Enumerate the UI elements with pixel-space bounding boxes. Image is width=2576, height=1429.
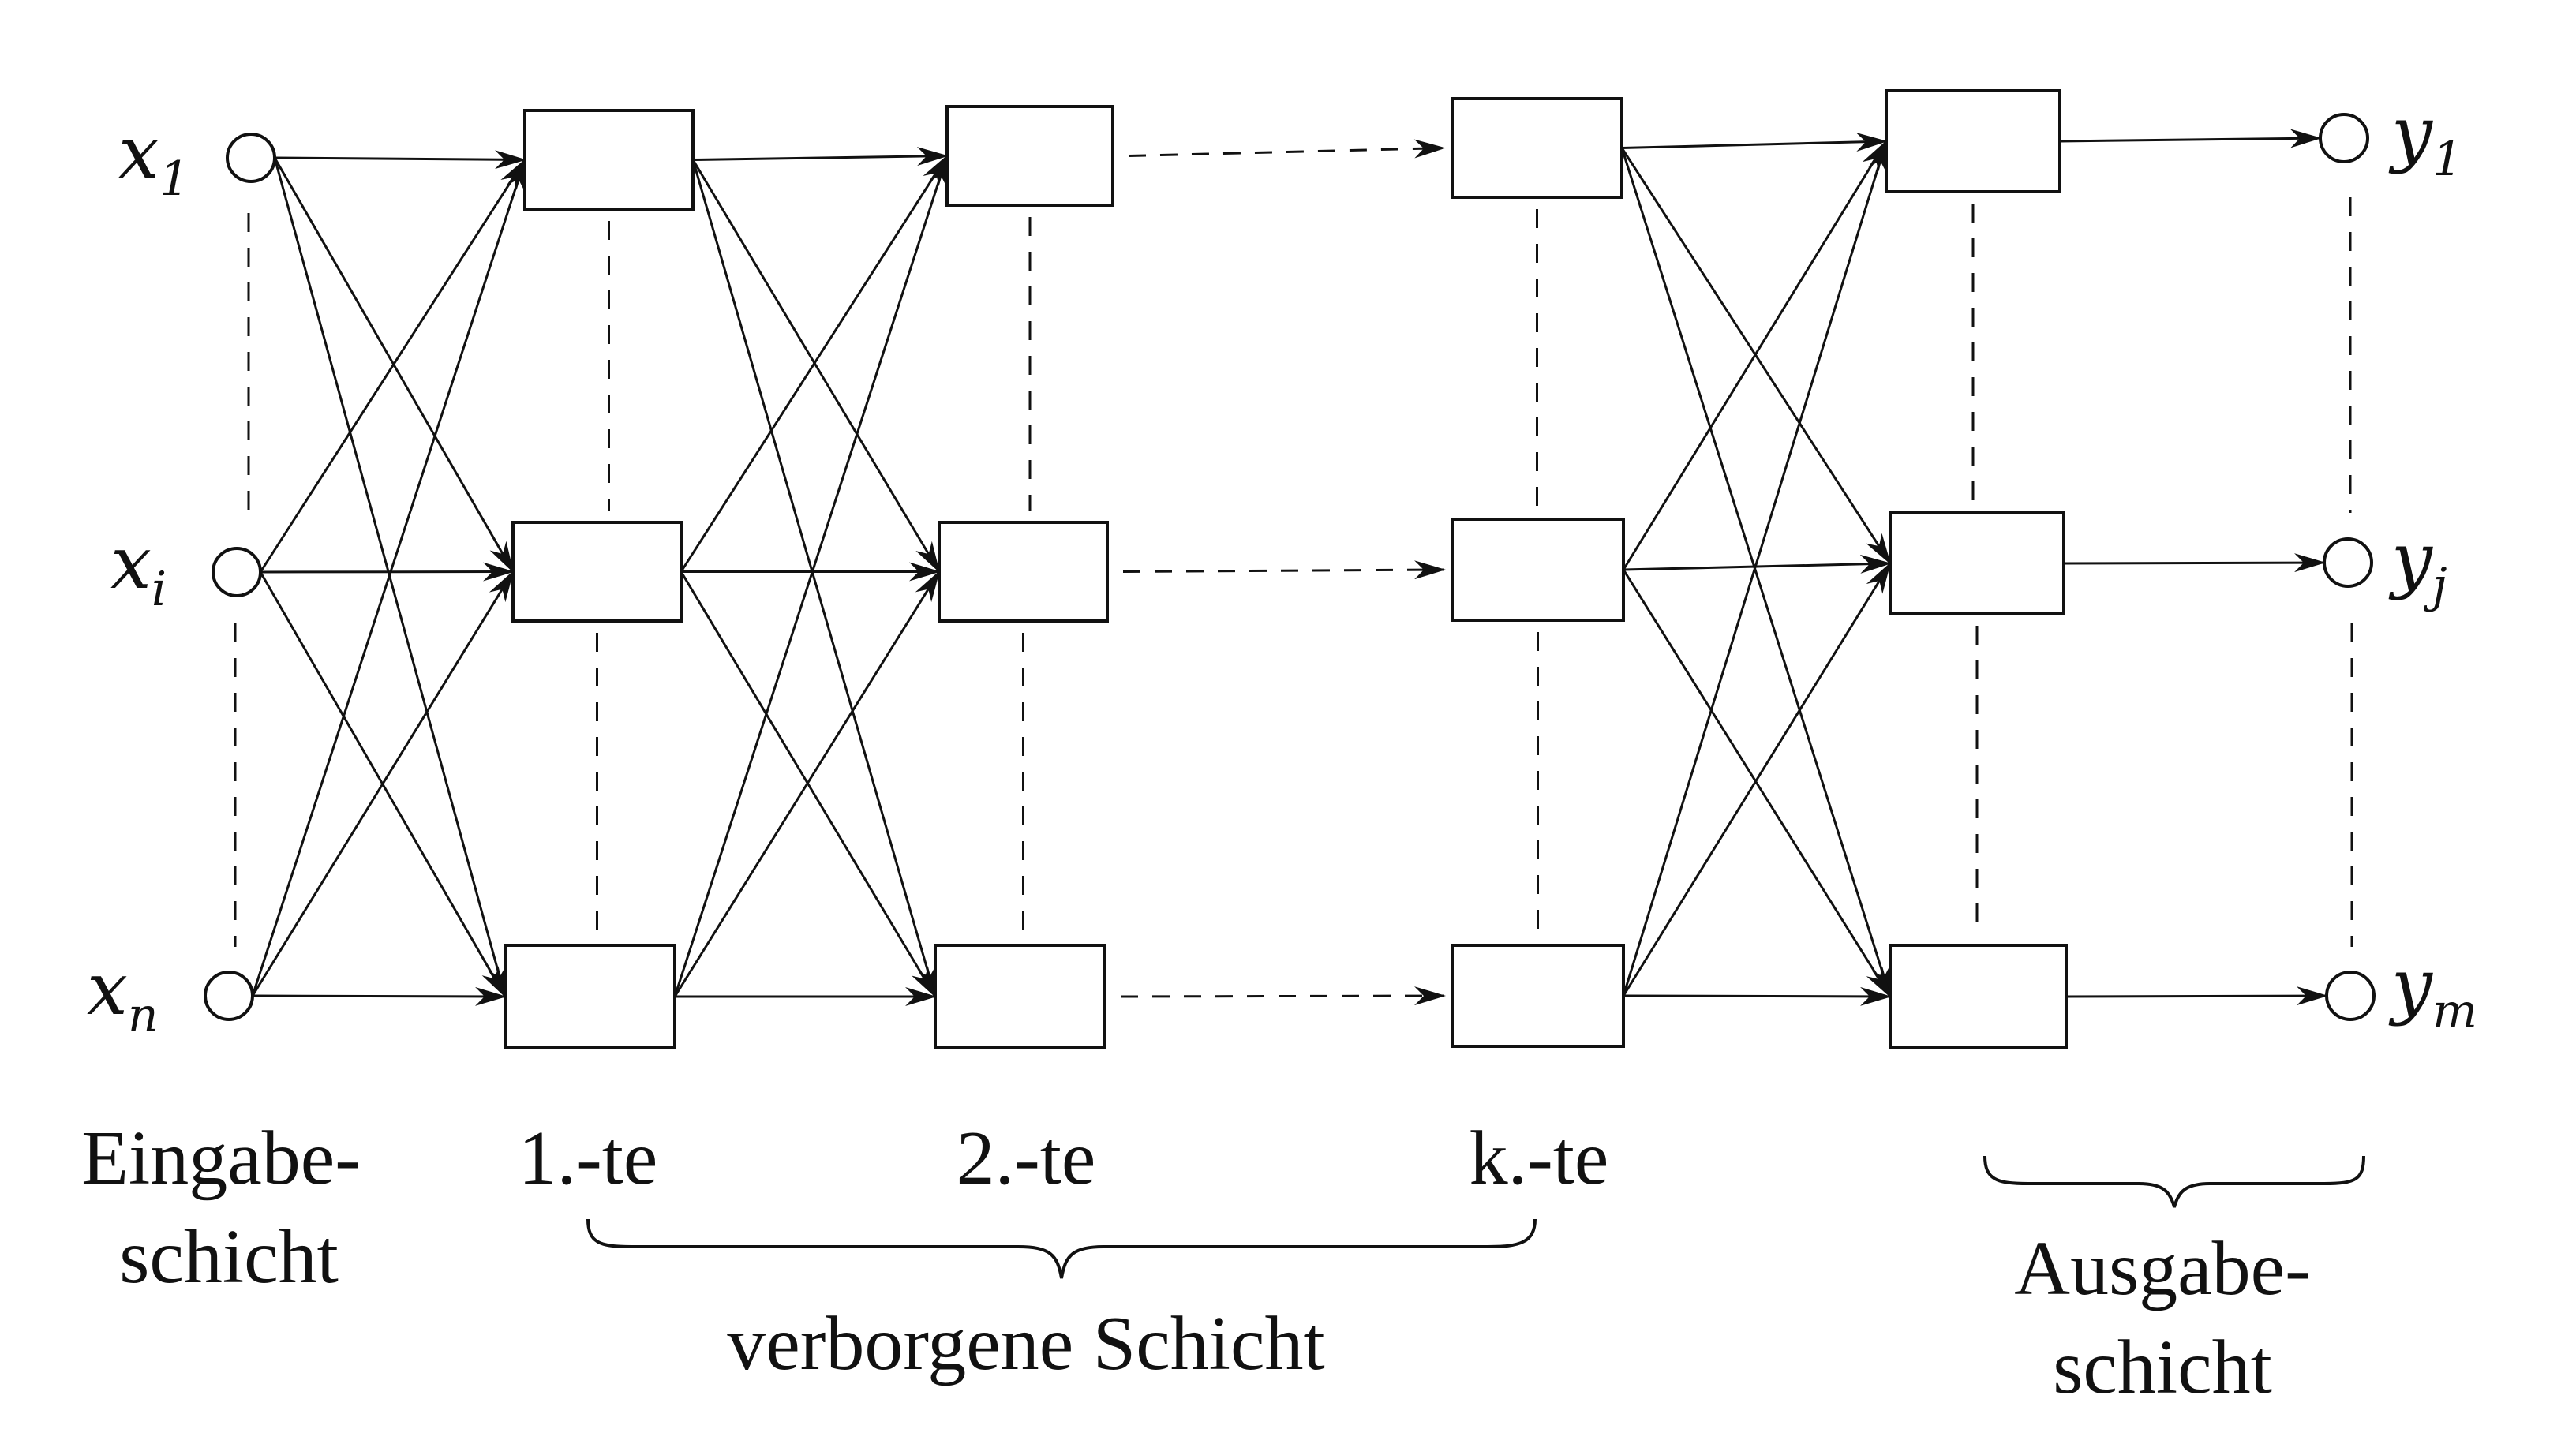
dashed-skip-arrows [1120,139,1446,1006]
edge-in1-h1n0 [259,158,526,573]
output-layer-caption-line1: Ausgabe- [2014,1226,2311,1311]
edge-hkn2-on2 [1623,986,1892,1006]
edge-h1n2-h2n0 [673,154,949,997]
hidden-k-neuron-0 [1451,97,1623,199]
edge-hkn1-on0 [1622,140,1888,570]
hidden-1-neuron-2 [504,944,676,1049]
edge-hkn0-on0 [1621,132,1888,152]
hidden-layer-1-caption: 1.-te [519,1116,658,1201]
edge-hkn1-on1 [1623,554,1892,574]
hidden-k-neuron-2 [1451,944,1625,1048]
edge-in2-h1n2 [252,986,507,1006]
input-node-1 [212,547,262,597]
edge-h1n0-h2n2 [691,159,937,998]
edge-in1-h1n1 [260,562,515,582]
edge-hkn2-on1 [1622,562,1892,997]
output-layer-brace [1983,1155,2365,1208]
output-label-yj: yj [2388,517,2447,613]
hidden-layer-k-caption: k.-te [1470,1116,1609,1201]
input-label-xn: xn [87,947,159,1043]
edge-in2-h1n0 [251,158,526,997]
input-label-xi: xi [110,521,167,617]
edge-out-2 [2065,986,2328,1006]
dashed-arrow-1 [1122,560,1446,580]
dashed-arrow-0 [1128,139,1446,159]
edge-h1n0-h2n1 [691,159,941,574]
output-labels: y1 yj ym [2388,91,2477,1039]
output-layer-neuron-2 [1889,944,2068,1049]
network-nodes [204,89,2376,1049]
input-layer-caption-line1: Eingabe- [81,1116,361,1201]
input-node-2 [204,971,254,1021]
edge-h1n0-h2n0 [692,147,949,166]
edge-hkn1-on2 [1622,569,1892,998]
hidden-2-neuron-0 [945,105,1114,207]
output-label-y1: y1 [2388,91,2462,187]
hidden-layer-brace [586,1218,1537,1279]
output-node-2 [2325,971,2376,1021]
hidden-k-neuron-1 [1451,518,1625,622]
hidden-layer-group-caption: verborgene Schicht [727,1301,1324,1386]
edge-hkn0-on2 [1620,148,1892,998]
dashed-layer-links [234,197,2353,947]
hidden-2-neuron-1 [938,521,1109,623]
edge-in0-h1n0 [274,150,526,170]
edge-h1n2-h2n1 [673,570,941,997]
input-labels: x1 xi xn [87,110,189,1043]
hidden-layer-2-caption: 2.-te [957,1116,1096,1201]
edge-in2-h1n1 [251,570,515,997]
hidden-1-neuron-0 [523,109,695,211]
hidden-2-neuron-2 [934,944,1106,1049]
output-layer-neuron-1 [1889,511,2065,615]
network-connections [251,129,2328,1006]
output-label-ym: ym [2388,943,2477,1039]
output-layer-neuron-0 [1885,89,2061,193]
dashed-arrow-2 [1120,986,1446,1006]
edge-out-0 [2059,129,2322,148]
layer-captions: Eingabe- schicht 1.-te 2.-te k.-te verbo… [81,1116,2365,1410]
input-node-0 [226,133,276,183]
output-node-1 [2323,537,2373,588]
output-layer-caption-line2: schicht [2053,1325,2272,1410]
edge-h1n1-h2n0 [680,154,949,573]
input-label-x1: x1 [118,110,189,207]
input-layer-caption-line2: schicht [119,1214,339,1300]
hidden-1-neuron-1 [511,521,683,623]
edge-hkn2-on0 [1622,140,1888,997]
output-node-0 [2319,113,2369,163]
